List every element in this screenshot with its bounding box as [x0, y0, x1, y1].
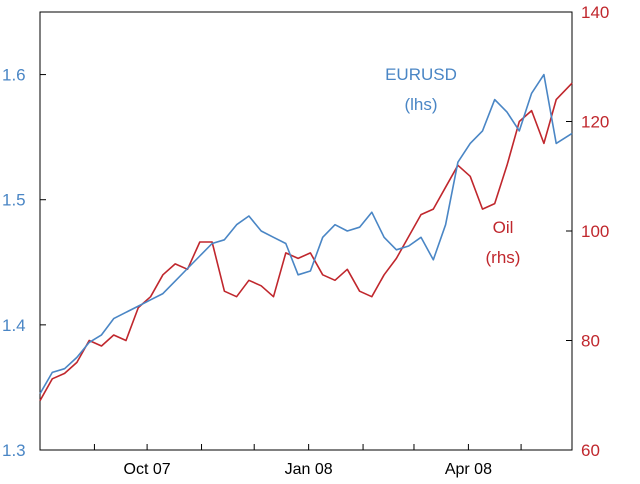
left-axis-tick-label: 1.3 — [2, 441, 26, 460]
right-axis-tick-label: 60 — [581, 441, 600, 460]
right-axis-tick-label: 140 — [581, 3, 609, 22]
right-axis-tick-label: 100 — [581, 222, 609, 241]
right-axis-tick-label: 80 — [581, 332, 600, 351]
right-axis-tick-label: 120 — [581, 113, 609, 132]
left-axis-tick-label: 1.5 — [2, 191, 26, 210]
x-axis-tick-label: Apr 08 — [445, 461, 492, 478]
series-label-group: EURUSD (lhs) Oil (rhs) — [385, 65, 520, 267]
eurusd-label-name: EURUSD — [385, 65, 457, 84]
oil-label-name: Oil — [493, 218, 514, 237]
oil-label-axis: (rhs) — [486, 248, 521, 267]
eurusd-label-axis: (lhs) — [404, 95, 437, 114]
x-axis-tick-label: Jan 08 — [285, 461, 333, 478]
axis-group: 1.3 1.4 1.5 1.6 60 80 100 120 140 Oct 07 Jan 08 Apr… — [2, 3, 609, 478]
left-axis-tick-label: 1.4 — [2, 316, 26, 335]
eurusd-line — [39, 73, 573, 395]
oil-line — [39, 82, 573, 402]
left-axis-tick-label: 1.6 — [2, 66, 26, 85]
series-group — [39, 73, 573, 402]
x-axis-tick-label: Oct 07 — [124, 461, 171, 478]
